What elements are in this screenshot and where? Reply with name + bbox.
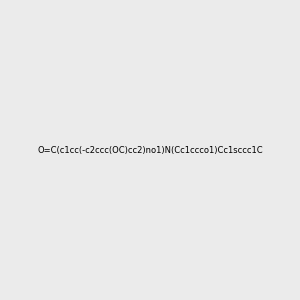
Text: O=C(c1cc(-c2ccc(OC)cc2)no1)N(Cc1ccco1)Cc1sccc1C: O=C(c1cc(-c2ccc(OC)cc2)no1)N(Cc1ccco1)Cc… (37, 146, 263, 154)
